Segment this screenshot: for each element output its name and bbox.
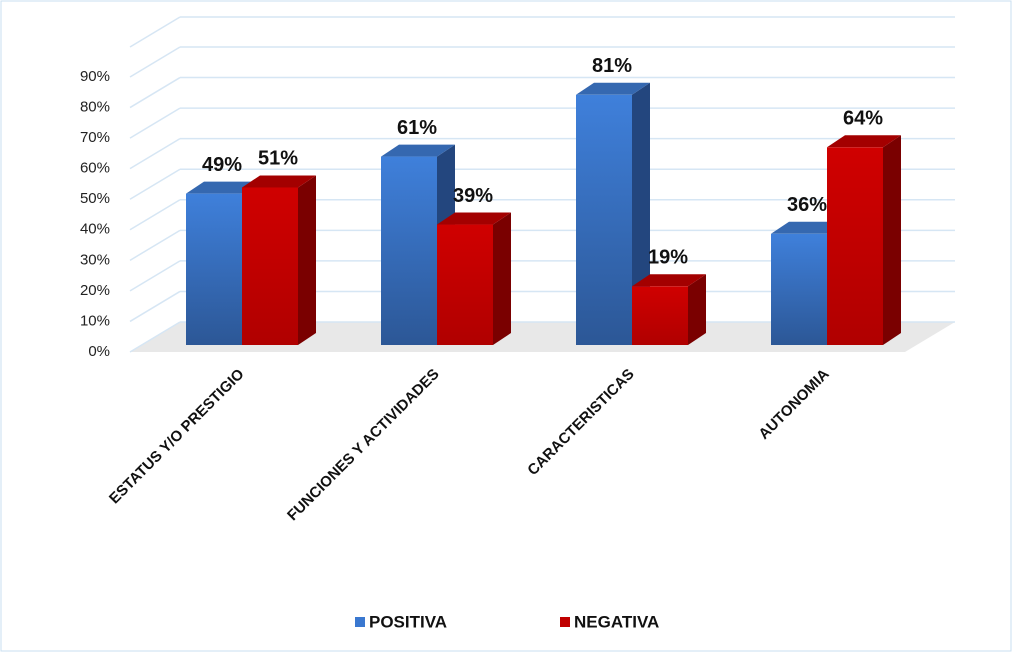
floor (130, 322, 955, 352)
legend-swatch (560, 617, 570, 627)
grid-line-side (129, 260, 181, 292)
y-tick-label: 70% (80, 129, 110, 146)
bar-front (381, 156, 437, 345)
grid-line-side (129, 76, 181, 109)
bar-front (632, 286, 688, 345)
grid-line-side (129, 46, 181, 78)
bar-side (298, 175, 316, 345)
y-tick-label: 10% (80, 312, 110, 329)
bar-top (827, 135, 901, 148)
grid-line-side (129, 199, 181, 231)
legend-label: POSITIVA (369, 612, 447, 631)
grid-line-side (129, 168, 181, 200)
bar-top (381, 144, 455, 157)
value-label: 81% (592, 55, 632, 77)
y-tick-label: 40% (80, 221, 110, 238)
y-tick-label: 20% (80, 282, 110, 299)
bar (242, 175, 316, 345)
value-label: 39% (453, 185, 493, 207)
bar-top (437, 212, 511, 225)
bar (576, 82, 650, 346)
grid-line-top-side (129, 16, 181, 48)
value-label: 49% (202, 154, 242, 176)
bar-front (771, 233, 827, 345)
legend-swatch (355, 617, 365, 627)
bar-side (688, 274, 706, 345)
value-label: 36% (787, 194, 827, 216)
bar-side (493, 212, 511, 345)
bar-top (186, 181, 260, 194)
bar-side (883, 135, 901, 345)
y-tick-label: 80% (80, 99, 110, 116)
bar-front (186, 193, 242, 345)
bar-top (632, 274, 706, 287)
grid-line-side (129, 321, 181, 353)
bar-front (242, 187, 298, 345)
y-tick-label: 0% (88, 343, 110, 360)
value-label: 64% (843, 108, 883, 130)
bar (632, 274, 706, 345)
bar (827, 135, 901, 345)
bar-top (771, 221, 845, 234)
value-label: 61% (397, 117, 437, 139)
y-tick-label: 30% (80, 251, 110, 268)
bar-front (827, 147, 883, 345)
grid-line-side (129, 290, 181, 323)
y-tick-label: 90% (80, 68, 110, 85)
grid-line-side (129, 107, 181, 139)
value-label: 51% (258, 148, 298, 170)
bar-front (576, 94, 632, 345)
grid-line-side (129, 229, 181, 261)
legend-label: NEGATIVA (574, 612, 659, 631)
grid-line-side (129, 138, 181, 170)
y-tick-label: 50% (80, 190, 110, 207)
value-label: 19% (648, 247, 688, 269)
y-tick-label: 60% (80, 160, 110, 177)
bar-top (576, 82, 650, 95)
bar (437, 212, 511, 345)
bar-top (242, 175, 316, 188)
bar-front (437, 224, 493, 345)
